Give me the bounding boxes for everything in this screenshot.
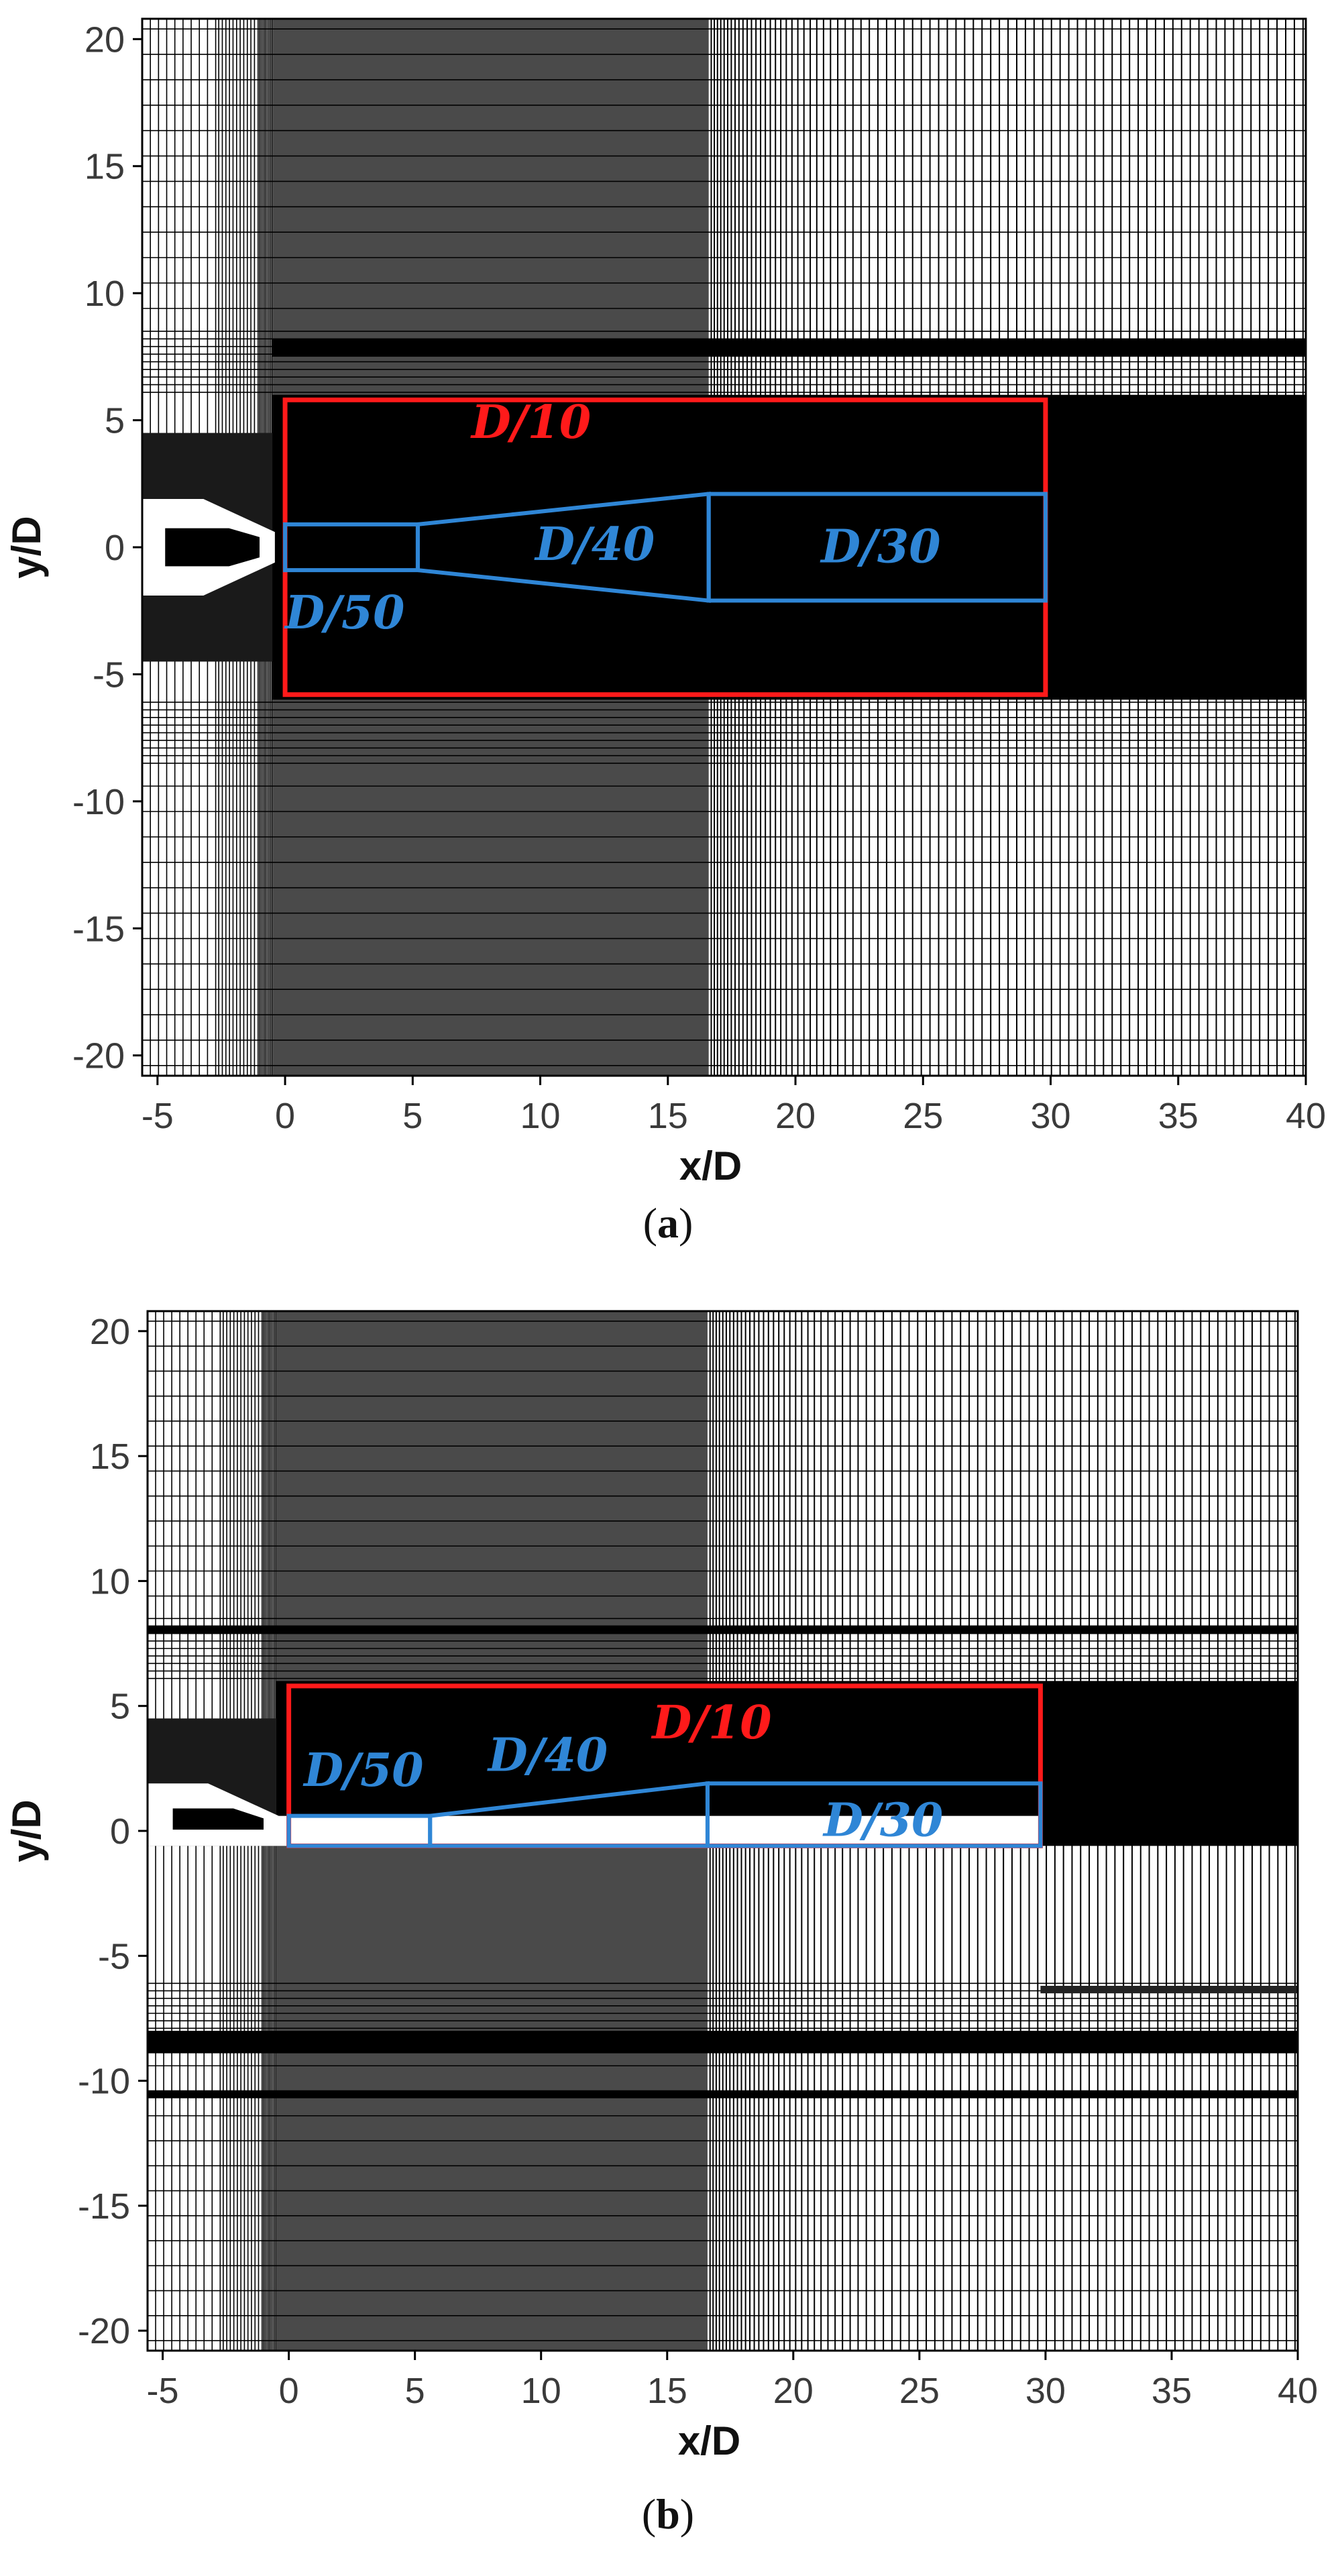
caption-open-paren: (	[643, 1199, 657, 1247]
y-tick-label: -20	[78, 2311, 130, 2351]
y-tick-label: -10	[78, 2062, 130, 2102]
x-tick-label: 0	[279, 2371, 299, 2411]
zone-label: D/30	[822, 1793, 943, 1847]
mesh-dense-core	[272, 394, 1306, 700]
y-tick-label: 5	[110, 1687, 130, 1727]
subfigure-caption: (b)	[642, 2490, 694, 2538]
zone-label: D/40	[534, 518, 655, 571]
x-tick-label: 5	[405, 2371, 425, 2411]
mesh-grid	[148, 1311, 1298, 2351]
nozzle-shape	[148, 1783, 1041, 1846]
subfigure-caption: (a)	[643, 1199, 693, 1247]
panel-a: D/10 D/50 D/40 D/30 -5 0 5 10 15 20 25 30 35 40 20 15 10…	[4, 17, 1326, 1247]
y-axis-title: y/D	[4, 516, 49, 578]
zone-label: D/30	[820, 520, 940, 574]
x-tick-label: 20	[775, 1096, 816, 1136]
x-tick-label: 30	[1025, 2371, 1066, 2411]
x-tick-label: -5	[147, 2371, 179, 2411]
y-tick-label: -10	[72, 782, 125, 822]
y-tick-label: -20	[72, 1036, 125, 1076]
caption-open-paren: (	[642, 2490, 656, 2538]
x-tick-label: 40	[1286, 1096, 1326, 1136]
mesh-band-top-thin	[148, 1626, 1298, 1634]
y-tick-label: -5	[98, 1936, 130, 1976]
mesh-band-bottom-thin	[148, 2090, 1298, 2098]
zone-label: D/40	[487, 1729, 608, 1783]
y-tick-label: 10	[85, 274, 125, 314]
x-tick-label: 30	[1030, 1096, 1070, 1136]
caption-close-paren: )	[680, 2490, 694, 2538]
y-tick-label: 0	[110, 1811, 130, 1852]
y-tick-label: 0	[105, 528, 125, 568]
y-tick-label: 5	[105, 401, 125, 441]
zone-label: D/50	[284, 586, 404, 640]
mesh-grid	[142, 19, 1306, 1076]
x-tick-label: 10	[521, 2371, 561, 2411]
refinement-zone-outline	[706, 492, 1048, 603]
x-tick-label: 35	[1152, 2371, 1192, 2411]
y-tick-label: -15	[72, 909, 125, 949]
nozzle-core	[165, 528, 260, 567]
y-tick-label: 15	[85, 147, 125, 187]
panel-b: D/10 D/50 D/40 D/30 -5 0 5 10 15 20 25 30 35 40 20 15 10…	[4, 1310, 1318, 2538]
x-tick-label: 25	[899, 2371, 940, 2411]
x-tick-label: 15	[648, 1096, 688, 1136]
x-axis-title: x/D	[679, 1143, 742, 1188]
refinement-box-label: D/10	[651, 1696, 771, 1750]
nozzle-core	[172, 1808, 264, 1830]
refinement-zone-outline	[705, 1781, 1043, 1848]
mesh-dense-band-top	[272, 339, 1306, 357]
y-tick-label: 20	[85, 19, 125, 60]
y-axis-title: y/D	[4, 1799, 49, 1862]
y-tick-label: 20	[90, 1312, 130, 1352]
y-tick-label: -5	[93, 655, 125, 695]
y-tick-label: -15	[78, 2186, 130, 2227]
y-tick-label: 15	[90, 1437, 130, 1477]
x-tick-label: 15	[647, 2371, 687, 2411]
x-tick-label: 40	[1278, 2371, 1318, 2411]
x-tick-label: -5	[142, 1096, 174, 1136]
refinement-box-label: D/10	[470, 396, 591, 449]
caption-letter: a	[657, 1199, 679, 1247]
x-tick-label: 20	[773, 2371, 814, 2411]
zone-label: D/50	[302, 1744, 423, 1797]
x-tick-label: 5	[402, 1096, 423, 1136]
caption-close-paren: )	[679, 1199, 693, 1247]
x-axis-title: x/D	[678, 2418, 740, 2463]
y-tick-label: 10	[90, 1561, 130, 1602]
mesh-dense-band-bottom	[148, 2031, 1298, 2054]
x-tick-label: 0	[275, 1096, 295, 1136]
caption-letter: b	[656, 2490, 680, 2538]
x-tick-label: 35	[1158, 1096, 1199, 1136]
x-tick-label: 25	[903, 1096, 943, 1136]
x-tick-label: 10	[520, 1096, 561, 1136]
mesh-wake-band	[1040, 1986, 1298, 1994]
